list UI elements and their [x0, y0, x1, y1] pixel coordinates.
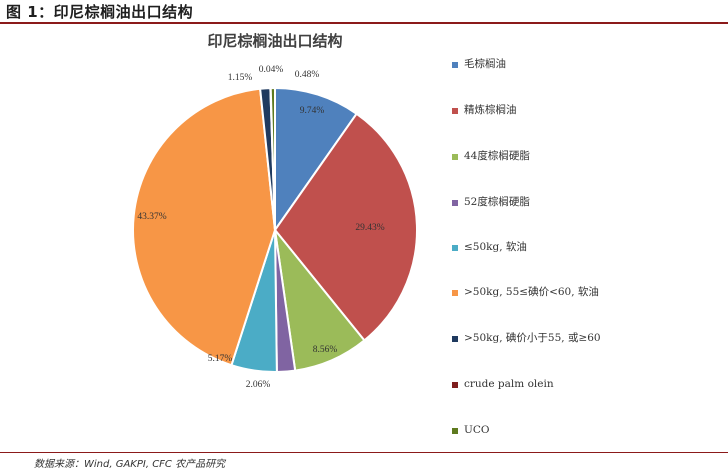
legend-item: >50kg, 55≤碘价<60, 软油 [452, 284, 612, 301]
legend-item: >50kg, 碘价小于55, 或≥60 [452, 330, 612, 347]
legend-swatch [452, 428, 458, 434]
slice-data-label: 2.06% [246, 380, 271, 390]
legend-swatch [452, 62, 458, 68]
slice-data-label: 5.17% [208, 354, 233, 364]
legend-label: 52度棕榈硬脂 [464, 196, 530, 208]
legend-label: 44度棕榈硬脂 [464, 150, 530, 162]
slice-data-label: 43.37% [137, 212, 166, 222]
legend-swatch [452, 290, 458, 296]
legend-swatch [452, 200, 458, 206]
slice-data-label: 9.74% [300, 106, 325, 116]
legend-label: 精炼棕榈油 [464, 104, 517, 116]
figure-title: 图 1：印尼棕榈油出口结构 [6, 3, 194, 21]
slice-data-label: 0.48% [295, 70, 320, 80]
legend-item: 精炼棕榈油 [452, 102, 612, 119]
chart-title: 印尼棕榈油出口结构 [207, 32, 343, 50]
pie-slice [269, 86, 276, 231]
legend-label: UCO [464, 424, 490, 436]
legend-item: 52度棕榈硬脂 [452, 194, 612, 211]
legend-swatch [452, 154, 458, 160]
legend-item: 毛棕榈油 [452, 56, 612, 73]
legend-swatch [452, 382, 458, 388]
legend-item: UCO [452, 422, 612, 439]
slice-data-label: 0.04% [259, 65, 284, 75]
legend-label: 毛棕榈油 [464, 58, 506, 70]
slice-data-label: 29.43% [355, 223, 384, 233]
pie-slice [132, 87, 277, 367]
legend-item: crude palm olein [452, 376, 612, 393]
legend-label: >50kg, 碘价小于55, 或≥60 [464, 332, 601, 344]
pie-slice [274, 86, 358, 234]
pie-slice [273, 112, 418, 342]
legend-item: 44度棕榈硬脂 [452, 148, 612, 165]
legend-label: crude palm olein [464, 378, 554, 390]
legend-item: ≤50kg, 软油 [452, 239, 612, 256]
legend-swatch [452, 336, 458, 342]
legend-swatch [452, 245, 458, 251]
header-rule [0, 22, 728, 24]
legend-label: ≤50kg, 软油 [464, 241, 527, 253]
slice-data-label: 8.56% [313, 345, 338, 355]
legend-label: >50kg, 55≤碘价<60, 软油 [464, 286, 599, 298]
source-note: 数据来源：Wind, GAKPI, CFC 农产品研究 [34, 459, 226, 470]
slice-data-label: 1.15% [228, 73, 253, 83]
legend-swatch [452, 108, 458, 114]
source-rule [0, 452, 728, 453]
figure-header: 图 1：印尼棕榈油出口结构 [0, 0, 728, 24]
